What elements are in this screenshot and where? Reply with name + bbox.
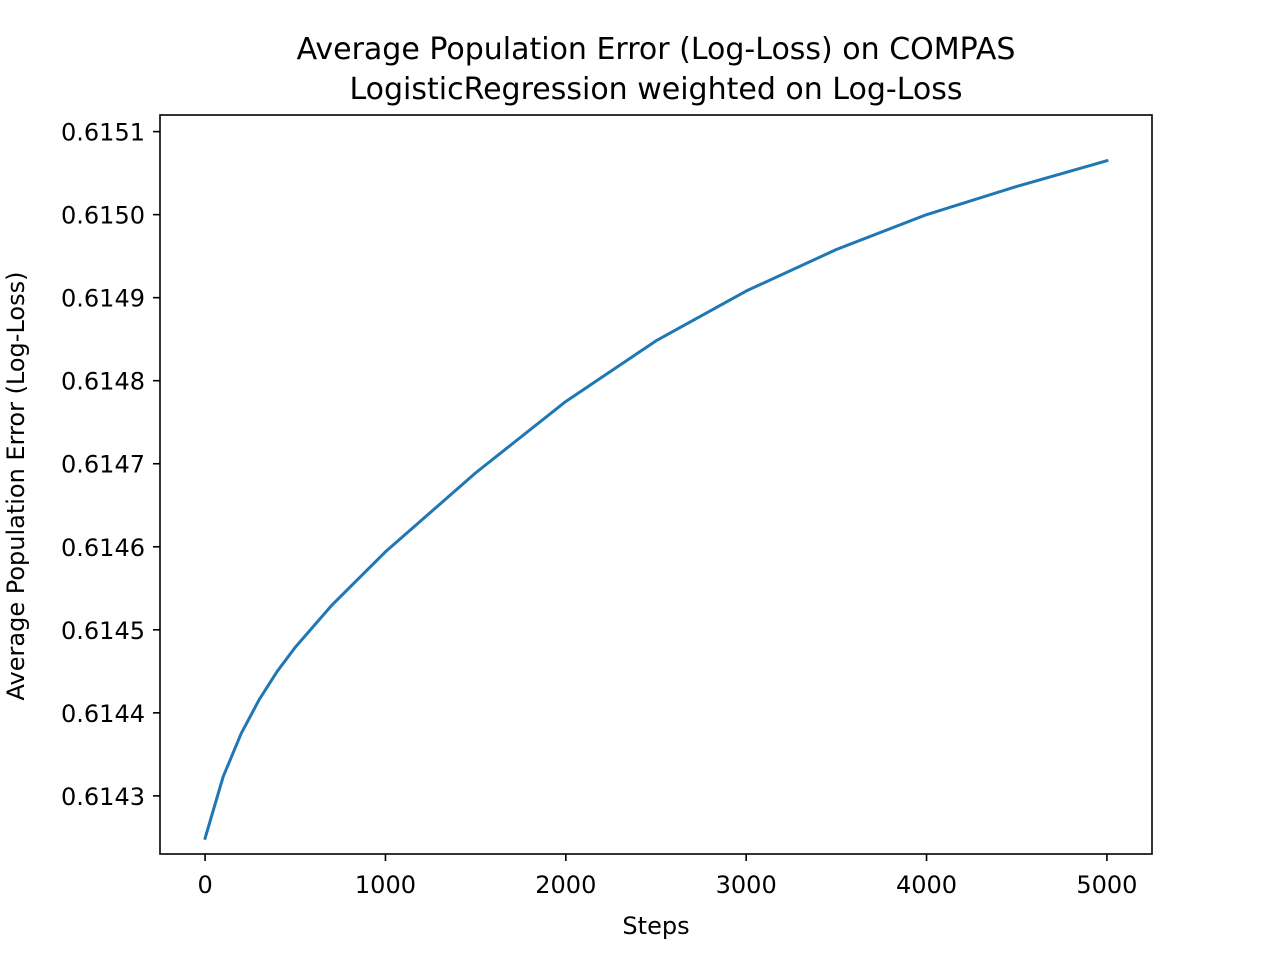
x-tick-label: 2000 (535, 871, 596, 899)
series-line-0 (203, 158, 1109, 841)
x-axis-ticks: 0 1000 2000 3000 4000 5000 (197, 854, 1137, 899)
y-axis-label: Average Population Error (Log-Loss) (2, 272, 30, 701)
y-tick-label: 0.6148 (61, 368, 145, 396)
y-tick-label: 0.6150 (61, 202, 145, 230)
axes-frame (159, 114, 1153, 855)
x-tick-label: 3000 (716, 871, 777, 899)
y-axis-ticks: 0.6143 0.6144 0.6145 0.6146 0.6147 0.6148 0.61… (61, 119, 160, 811)
y-tick-label: 0.6146 (61, 534, 145, 562)
plot-area (159, 114, 1153, 855)
y-tick-label: 0.6151 (61, 119, 145, 147)
y-tick-label: 0.6147 (61, 451, 145, 479)
y-tick-label: 0.6143 (61, 783, 145, 811)
chart-title: Average Population Error (Log-Loss) on C… (297, 32, 1016, 67)
x-tick-label: 4000 (896, 871, 957, 899)
x-tick-label: 1000 (355, 871, 416, 899)
y-tick-label: 0.6145 (61, 617, 145, 645)
x-tick-label: 5000 (1076, 871, 1137, 899)
x-tick-label: 0 (197, 871, 212, 899)
x-axis-label: Steps (622, 912, 689, 940)
y-tick-label: 0.6149 (61, 285, 145, 313)
chart-subtitle: LogisticRegression weighted on Log-Loss (349, 72, 962, 107)
y-tick-label: 0.6144 (61, 700, 145, 728)
